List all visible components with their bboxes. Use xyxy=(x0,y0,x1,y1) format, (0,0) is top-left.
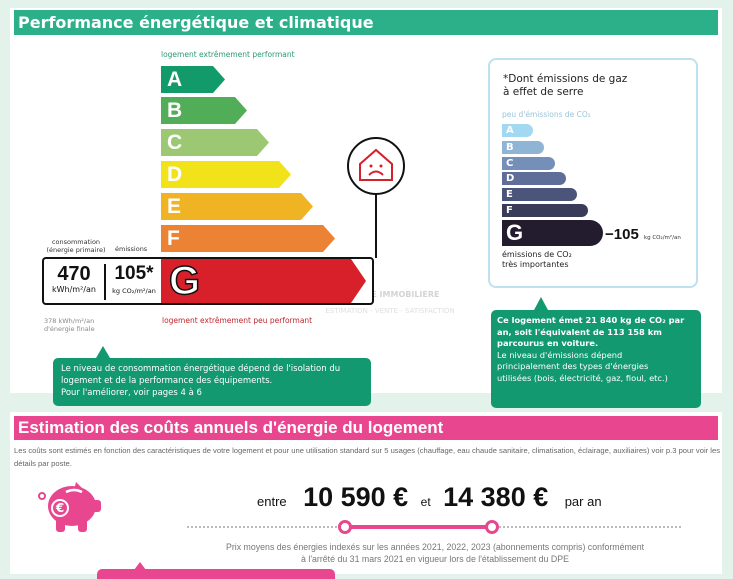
energy-class-b: B xyxy=(161,97,247,124)
energy-class-letter: C xyxy=(167,131,183,154)
co2-top-label: peu d'émissions de CO₂ xyxy=(502,110,591,119)
bubble-line: Pour l'améliorer, voir pages 4 à 6 xyxy=(61,388,202,398)
bubble-bold-line: an, soit l'équivalent de 113 158 km xyxy=(497,326,662,337)
co2-note-line2: à effet de serre xyxy=(503,86,584,98)
pink-bubble-pointer xyxy=(134,562,146,570)
energy-class-letter: D xyxy=(167,163,183,186)
value-divider xyxy=(104,264,106,300)
cost-range: entre 10 590 € et 14 380 € par an xyxy=(257,482,602,513)
energy-class-a: A xyxy=(161,66,225,93)
co2-class-g: G xyxy=(502,220,603,246)
consumption-sub-text: (énergie primaire) xyxy=(46,246,106,254)
energy-class-c: C xyxy=(161,129,269,156)
co2-note-line1: *Dont émissions de gaz xyxy=(503,73,628,85)
section-title-costs: Estimation des coûts annuels d'énergie d… xyxy=(14,416,718,440)
scale-top-label: logement extrêmement performant xyxy=(161,50,295,59)
consumption-unit: kWh/m²/an xyxy=(52,285,96,294)
energy-class-letter: A xyxy=(167,68,183,91)
costs-paragraph: Les coûts sont estimés en fonction des c… xyxy=(14,446,720,468)
emissions-unit: kg CO₂/m²/an xyxy=(112,287,156,295)
energy-class-f: F xyxy=(161,225,335,252)
connector-line xyxy=(375,194,377,258)
co2-info-bubble: Ce logement émet 21 840 kg de CO₂ par an… xyxy=(491,310,701,408)
bubble-bold-line: parcourus en voiture. xyxy=(497,338,599,348)
pink-bubble xyxy=(97,569,335,579)
bubble-line: Le niveau d'émissions dépend xyxy=(497,349,623,360)
co2-class-a: A xyxy=(502,124,533,137)
co2-bottom-label: émissions de CO₂ très importantes xyxy=(502,250,572,270)
section-title-performance: Performance énergétique et climatique xyxy=(14,10,718,35)
emissions-number: 105* xyxy=(114,263,154,284)
consumption-number: 470 xyxy=(57,263,91,285)
final-energy-label: d'énergie finale xyxy=(44,325,95,333)
svg-text:€: € xyxy=(55,501,64,515)
bubble-pointer xyxy=(96,346,110,358)
bubble-line: logement et de la performance des équipe… xyxy=(61,376,273,386)
consumption-info-bubble: Le niveau de consommation énergétique dé… xyxy=(53,358,371,406)
bubble-line: utilisées (bois, électricité, gaz, fioul… xyxy=(497,372,668,383)
range-max-knob xyxy=(485,520,499,534)
price-note-line1: Prix moyens des énergies indexés sur les… xyxy=(225,542,645,552)
and-label: et xyxy=(420,495,431,509)
price-note-line2: à l'arrêté du 31 mars 2021 en vigueur lo… xyxy=(301,554,569,564)
co2-bubble-pointer xyxy=(534,297,548,310)
consumption-label: consommation (énergie primaire) xyxy=(40,238,112,254)
co2-bottom-line1: émissions de CO₂ xyxy=(502,250,572,259)
current-class-bar-g: G xyxy=(161,259,366,303)
final-energy: 378 kWh/m²/an d'énergie finale xyxy=(44,317,95,333)
co2-class-c: C xyxy=(502,157,555,170)
scale-bottom-label: logement extrêmement peu performant xyxy=(162,316,313,325)
energy-class-letter: B xyxy=(167,99,183,122)
co2-note: *Dont émissions de gaz à effet de serre xyxy=(503,73,627,99)
co2-class-e: E xyxy=(502,188,577,201)
co2-class-letter: G xyxy=(506,220,524,245)
between-label: entre xyxy=(257,494,287,509)
co2-class-letter: C xyxy=(506,158,514,169)
energy-class-d: D xyxy=(161,161,291,188)
watermark-subtitle: AGENCE IMMOBILIERE xyxy=(340,290,440,299)
piggy-bank-euro-icon: € xyxy=(38,482,101,532)
energy-class-letter: E xyxy=(167,195,182,218)
emissions-value: 105* kg CO₂/m²/an xyxy=(107,263,161,295)
cost-min: 10 590 € xyxy=(303,482,409,512)
co2-class-letter: A xyxy=(506,125,514,136)
energy-class-letter: F xyxy=(167,227,180,250)
co2-bottom-line2: très importantes xyxy=(502,260,569,269)
co2-class-b: B xyxy=(502,141,544,154)
co2-value: −105 kg CO₂/m²/an xyxy=(605,224,681,243)
co2-value-unit: kg CO₂/m²/an xyxy=(643,235,681,241)
bubble-bold-line: Ce logement émet 21 840 kg de CO₂ par xyxy=(497,315,685,325)
sad-house-icon xyxy=(347,137,405,195)
range-fill xyxy=(345,525,493,529)
consumption-label-text: consommation xyxy=(51,238,101,246)
bubble-line: principalement des types d'énergies xyxy=(497,361,649,371)
co2-class-f: F xyxy=(502,204,588,217)
final-energy-value: 378 kWh/m²/an xyxy=(44,317,95,325)
energy-class-e: E xyxy=(161,193,313,220)
range-min-knob xyxy=(338,520,352,534)
cost-max: 14 380 € xyxy=(443,482,549,512)
emissions-label: émissions xyxy=(115,245,148,253)
price-note: Prix moyens des énergies indexés sur les… xyxy=(160,541,710,565)
consumption-value: 470 kWh/m²/an xyxy=(44,263,104,294)
bubble-line: Le niveau de consommation énergétique dé… xyxy=(61,364,341,374)
co2-value-number: −105 xyxy=(605,226,639,243)
per-year-label: par an xyxy=(564,494,602,509)
co2-class-letter: E xyxy=(506,189,513,200)
co2-class-d: D xyxy=(502,172,566,185)
current-class-letter: G xyxy=(169,259,201,303)
co2-class-letter: B xyxy=(506,142,514,153)
co2-class-letter: F xyxy=(506,205,513,216)
co2-class-letter: D xyxy=(506,173,515,184)
watermark-tagline: ESTIMATION - VENTE - SATISFACTION xyxy=(325,307,455,315)
